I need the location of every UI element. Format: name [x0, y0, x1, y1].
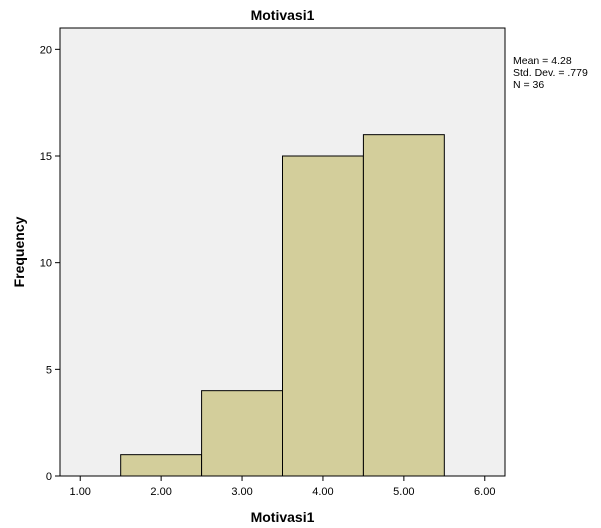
y-tick-label: 20	[40, 44, 52, 56]
stat-n: N = 36	[513, 79, 544, 91]
histogram-bar-3	[282, 155, 364, 477]
y-axis-title: Frequency	[11, 216, 27, 287]
stat-std-dev: Std. Dev. = .779	[513, 67, 588, 79]
x-tick-label: 2.00	[150, 486, 171, 498]
x-axis-title: Motivasi1	[251, 509, 315, 525]
histogram-bar-4	[362, 134, 445, 477]
y-tick-label: 10	[40, 258, 52, 270]
x-axis: 1.00 2.00 3.00 4.00 5.00 6.00	[70, 476, 495, 498]
y-axis: 0 5 10 15 20	[40, 44, 60, 483]
x-tick-label: 4.00	[312, 486, 333, 498]
x-tick-label: 5.00	[393, 486, 414, 498]
x-tick-label: 3.00	[231, 486, 252, 498]
histogram-bar-2	[201, 390, 283, 477]
histogram-bar-1	[120, 454, 203, 477]
chart-title: Motivasi1	[251, 7, 315, 23]
y-tick-label: 0	[46, 471, 52, 483]
y-tick-label: 5	[46, 364, 52, 376]
x-tick-label: 1.00	[70, 486, 91, 498]
bars-group	[120, 134, 445, 477]
y-tick-label: 15	[40, 151, 52, 163]
x-tick-label: 6.00	[474, 486, 495, 498]
stat-mean: Mean = 4.28	[513, 55, 572, 67]
